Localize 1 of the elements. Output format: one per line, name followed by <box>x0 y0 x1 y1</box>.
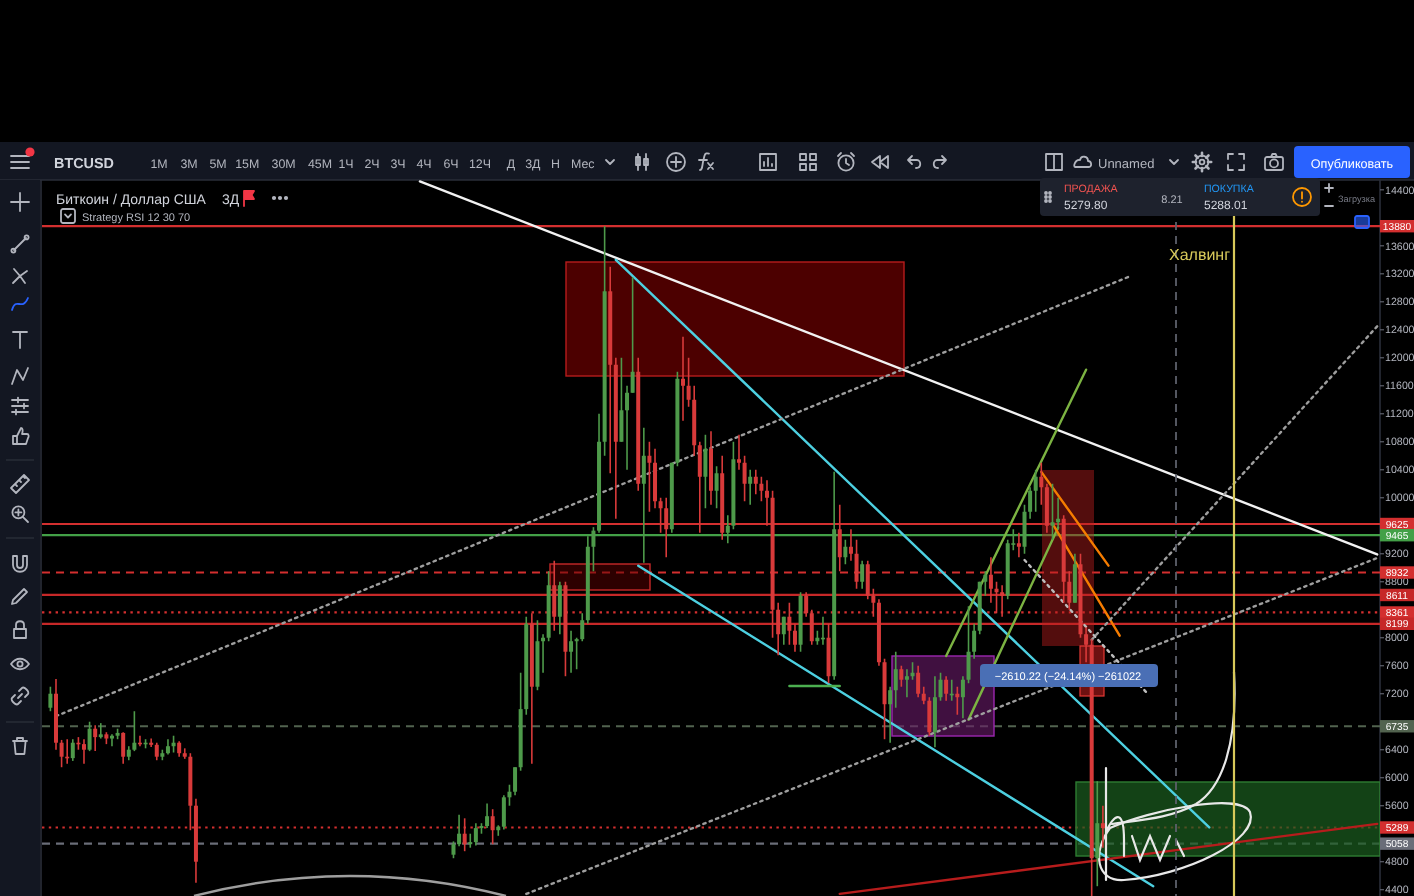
annotation: Халвинг <box>1168 246 1231 264</box>
